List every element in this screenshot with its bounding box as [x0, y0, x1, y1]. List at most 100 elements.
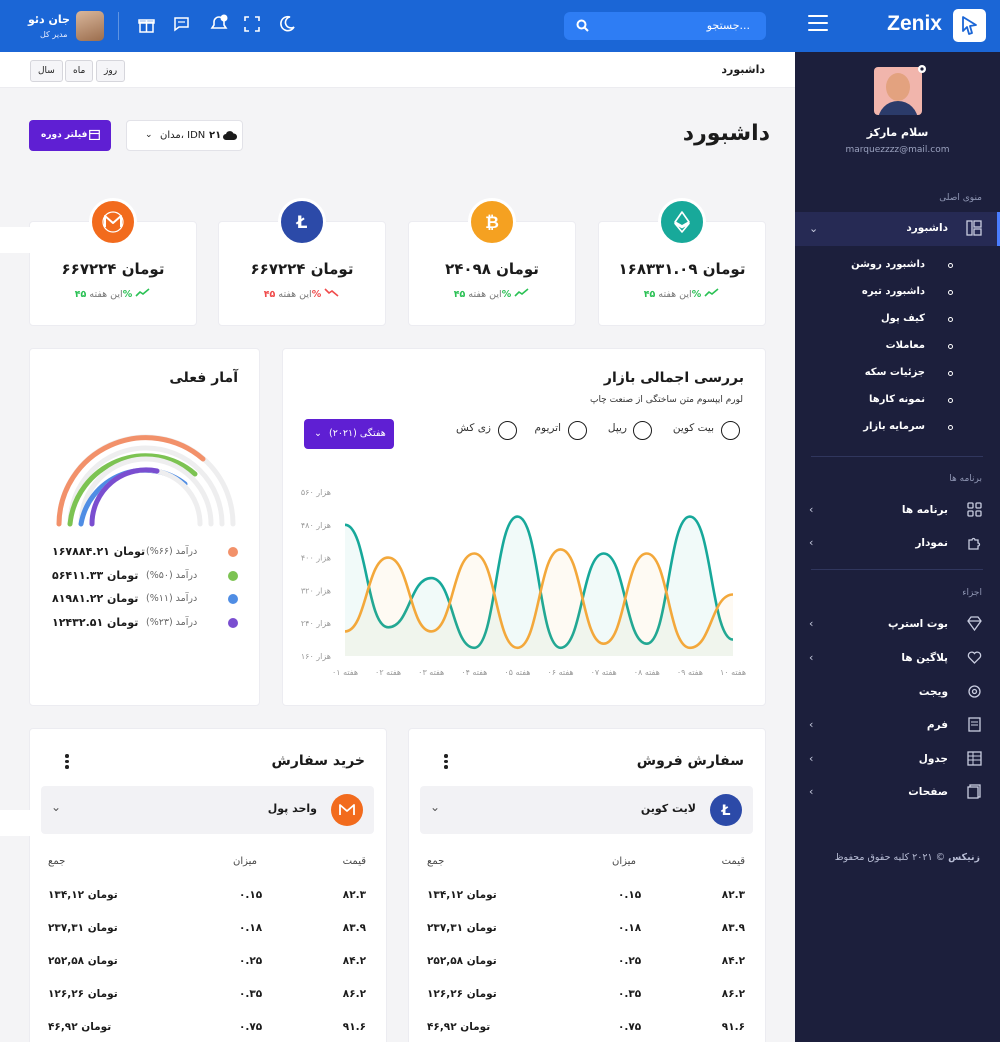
- notification-icon[interactable]: [208, 14, 230, 34]
- weekly-dropdown-label[interactable]: هفتگی (۲۰۲۱): [329, 428, 386, 439]
- brand-name[interactable]: Zenix: [887, 12, 942, 35]
- breadcrumb[interactable]: داشبورد: [721, 63, 765, 76]
- sidebar-item-widget[interactable]: ویجت: [918, 686, 948, 698]
- x-tick-label: هفته ۰۸: [634, 668, 660, 677]
- logo-icon[interactable]: [953, 9, 986, 42]
- cell-total: ۲۵۲,۵۸ تومان: [427, 955, 497, 967]
- top-bar: Zenix جستجو... جان دئو مدیر کل: [0, 0, 1000, 52]
- grid-icon: [967, 502, 982, 517]
- search-box[interactable]: جستجو...: [564, 12, 766, 40]
- series-area-2: [345, 549, 733, 656]
- cell-amount: ۰.۱۵: [618, 889, 642, 901]
- search-icon[interactable]: [576, 19, 589, 32]
- chevron-left-icon[interactable]: ‹: [809, 536, 814, 549]
- sidebar-item-dashboard-label[interactable]: داشبورد: [906, 222, 948, 234]
- chevron-down-icon[interactable]: ⌄: [145, 130, 153, 140]
- coin-select-dropdown[interactable]: Ł لایت کوین ⌄: [420, 786, 753, 834]
- stat-meta: این هفته ۴۵%: [219, 288, 385, 300]
- legend-radio-ripple[interactable]: [633, 421, 652, 440]
- gear-icon[interactable]: [916, 63, 928, 75]
- y-tick-label: ۴۸۰ هزار: [301, 521, 331, 530]
- filter-button-label[interactable]: فیلتر دوره: [41, 130, 88, 140]
- x-tick-label: هفته ۰۵: [504, 668, 530, 677]
- stat-period: این هفته: [278, 289, 312, 300]
- chevron-left-icon[interactable]: ‹: [809, 617, 814, 630]
- chevron-left-icon[interactable]: ‹: [809, 785, 814, 798]
- stat-label: درآمد (۶۶%): [146, 546, 198, 557]
- profile-avatar[interactable]: [874, 67, 922, 115]
- stat-percent: ۴۵%: [643, 289, 702, 300]
- chevron-left-icon[interactable]: ‹: [809, 752, 814, 765]
- period-year-button[interactable]: سال: [30, 60, 63, 82]
- x-tick-label: هفته ۰۳: [418, 668, 444, 677]
- stat-card[interactable]: ۱۶۸۳۳۱.۰۹ تومان این هفته ۴۵%: [598, 198, 766, 326]
- submenu-dashboard-dark[interactable]: داشبورد تیره: [861, 286, 925, 297]
- chat-icon[interactable]: [173, 16, 190, 32]
- stat-card[interactable]: ₿ ۲۴۰۹۸ تومان این هفته ۴۵%: [408, 198, 576, 326]
- chevron-left-icon[interactable]: ‹: [809, 503, 814, 516]
- chevron-down-icon[interactable]: ⌄: [314, 428, 322, 439]
- search-input[interactable]: جستجو...: [706, 19, 750, 32]
- cell-price: ۸۶.۲: [721, 988, 745, 1000]
- selected-coin[interactable]: لایت کوین: [640, 802, 696, 815]
- fullscreen-icon[interactable]: [244, 16, 260, 32]
- side-tab[interactable]: [0, 810, 38, 836]
- user-name[interactable]: جان دئو: [28, 13, 70, 26]
- profile-name: سلام مارکز: [866, 126, 929, 139]
- legend-ethereum[interactable]: اتریوم: [534, 422, 561, 434]
- section-title-main: منوی اصلی: [939, 193, 982, 203]
- avatar[interactable]: [76, 11, 104, 41]
- legend-ripple[interactable]: ریپل: [607, 422, 627, 434]
- sidebar-item-plugins[interactable]: پلاگین ها: [901, 652, 948, 664]
- filter-period-button[interactable]: فیلتر دوره: [29, 120, 111, 151]
- selected-coin[interactable]: واحد پول: [267, 802, 317, 815]
- settings-icon: [968, 685, 981, 698]
- period-day-button[interactable]: روز: [96, 60, 126, 82]
- sidebar-item-table[interactable]: جدول: [918, 753, 948, 765]
- weather-widget[interactable]: ⌄ مدان، IDN ۲۱: [126, 120, 243, 151]
- stat-value: ۲۴۰۹۸ تومان: [445, 260, 539, 278]
- chevron-down-icon[interactable]: ⌄: [809, 222, 819, 235]
- sidebar-item-form[interactable]: فرم: [926, 719, 948, 731]
- gift-icon[interactable]: [138, 16, 155, 33]
- side-tab[interactable]: [0, 227, 38, 253]
- coin-select-dropdown[interactable]: واحد پول ⌄: [41, 786, 374, 834]
- chevron-down-icon[interactable]: ⌄: [430, 800, 441, 814]
- more-options-icon[interactable]: [444, 754, 448, 771]
- submenu-wallet[interactable]: کیف پول: [881, 313, 925, 324]
- chevron-left-icon[interactable]: ‹: [809, 651, 814, 664]
- weekly-dropdown-button[interactable]: ⌄ هفتگی (۲۰۲۱): [304, 419, 394, 449]
- submenu-dashboard-light[interactable]: داشبورد روشن: [851, 259, 925, 270]
- chevron-down-icon[interactable]: ⌄: [51, 800, 62, 814]
- submenu-portfolio[interactable]: نمونه کارها: [868, 394, 925, 405]
- cell-amount: ۰.۱۵: [239, 889, 263, 901]
- legend-radio-zcash[interactable]: [498, 421, 517, 440]
- submenu-market-cap[interactable]: سرمایه بازار: [863, 421, 925, 432]
- buy-order-card: خرید سفارش واحد پول ⌄ قیمت میزان جمع ۸۲.…: [29, 728, 387, 1042]
- legend-bitcoin[interactable]: بیت کوین: [672, 422, 714, 434]
- cell-price: ۸۳.۹: [342, 922, 366, 934]
- submenu-transactions[interactable]: معاملات: [885, 340, 925, 351]
- legend-radio-ethereum[interactable]: [568, 421, 587, 440]
- section-title-apps: برنامه ها: [949, 474, 982, 484]
- sidebar-item-dashboard[interactable]: [795, 212, 1000, 246]
- more-options-icon[interactable]: [65, 754, 69, 771]
- submenu-coin-details[interactable]: جزئیات سکه: [864, 367, 925, 378]
- sidebar-item-chart[interactable]: نمودار: [915, 537, 948, 549]
- stat-amount: ۱۶۷۸۸۴.۲۱ تومان: [52, 545, 146, 558]
- x-tick-label: هفته ۰۷: [591, 668, 617, 677]
- legend-zcash[interactable]: زی کش: [455, 422, 491, 434]
- legend-radio-bitcoin[interactable]: [721, 421, 740, 440]
- cell-total: ۲۳۷,۳۱ تومان: [48, 922, 118, 934]
- sidebar-item-bootstrap[interactable]: بوت استرپ: [887, 618, 948, 630]
- period-month-button[interactable]: ماه: [65, 60, 94, 82]
- stat-card[interactable]: Ł ۶۶۷۲۲۴ تومان این هفته ۴۵%: [218, 198, 386, 326]
- sidebar-item-pages[interactable]: صفحات: [908, 786, 948, 798]
- moon-icon[interactable]: [278, 15, 296, 33]
- monero-icon: [89, 198, 137, 246]
- chevron-left-icon[interactable]: ‹: [809, 718, 814, 731]
- sidebar-item-apps[interactable]: برنامه ها: [901, 504, 948, 516]
- legend-dot: [228, 571, 238, 581]
- stat-card[interactable]: ۶۶۷۲۲۴ تومان این هفته ۴۵%: [29, 198, 197, 326]
- hamburger-menu-icon[interactable]: [808, 15, 828, 35]
